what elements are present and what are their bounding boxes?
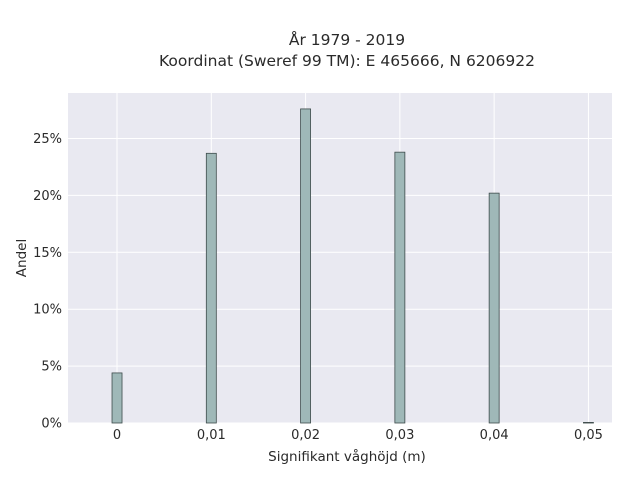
x-tick-label: 0,05 — [574, 428, 603, 443]
bars — [111, 108, 594, 424]
x-tick-labels: 0 0,01 0,02 0,03 0,04 0,05 — [113, 428, 603, 443]
x-tick-label: 0,03 — [385, 428, 414, 443]
y-tick-label: 20% — [33, 189, 62, 204]
y-tick-label: 5% — [41, 360, 62, 375]
histogram-bar — [394, 151, 406, 424]
histogram-bar — [488, 192, 500, 424]
plot-area — [68, 93, 612, 423]
y-tick-labels: 0% 5% 10% 15% 20% 25% — [33, 132, 62, 431]
histogram-bar — [300, 108, 311, 424]
y-tick-label: 15% — [33, 246, 62, 261]
chart-subtitle: Koordinat (Sweref 99 TM): E 465666, N 62… — [159, 52, 535, 70]
x-tick-label: 0,02 — [291, 428, 320, 443]
x-tick-label: 0,04 — [480, 428, 509, 443]
y-tick-label: 25% — [33, 132, 62, 147]
y-tick-label: 0% — [41, 417, 62, 432]
x-tick-label: 0,01 — [197, 428, 226, 443]
x-axis-label: Signifikant våghöjd (m) — [268, 448, 426, 465]
histogram-bar — [111, 372, 123, 424]
y-tick-label: 10% — [33, 303, 62, 318]
x-tick-label: 0 — [113, 428, 121, 443]
y-axis-label: Andel — [14, 239, 30, 277]
histogram-bar — [205, 152, 217, 424]
chart-title: År 1979 - 2019 — [289, 30, 405, 49]
histogram-bar — [583, 422, 594, 424]
